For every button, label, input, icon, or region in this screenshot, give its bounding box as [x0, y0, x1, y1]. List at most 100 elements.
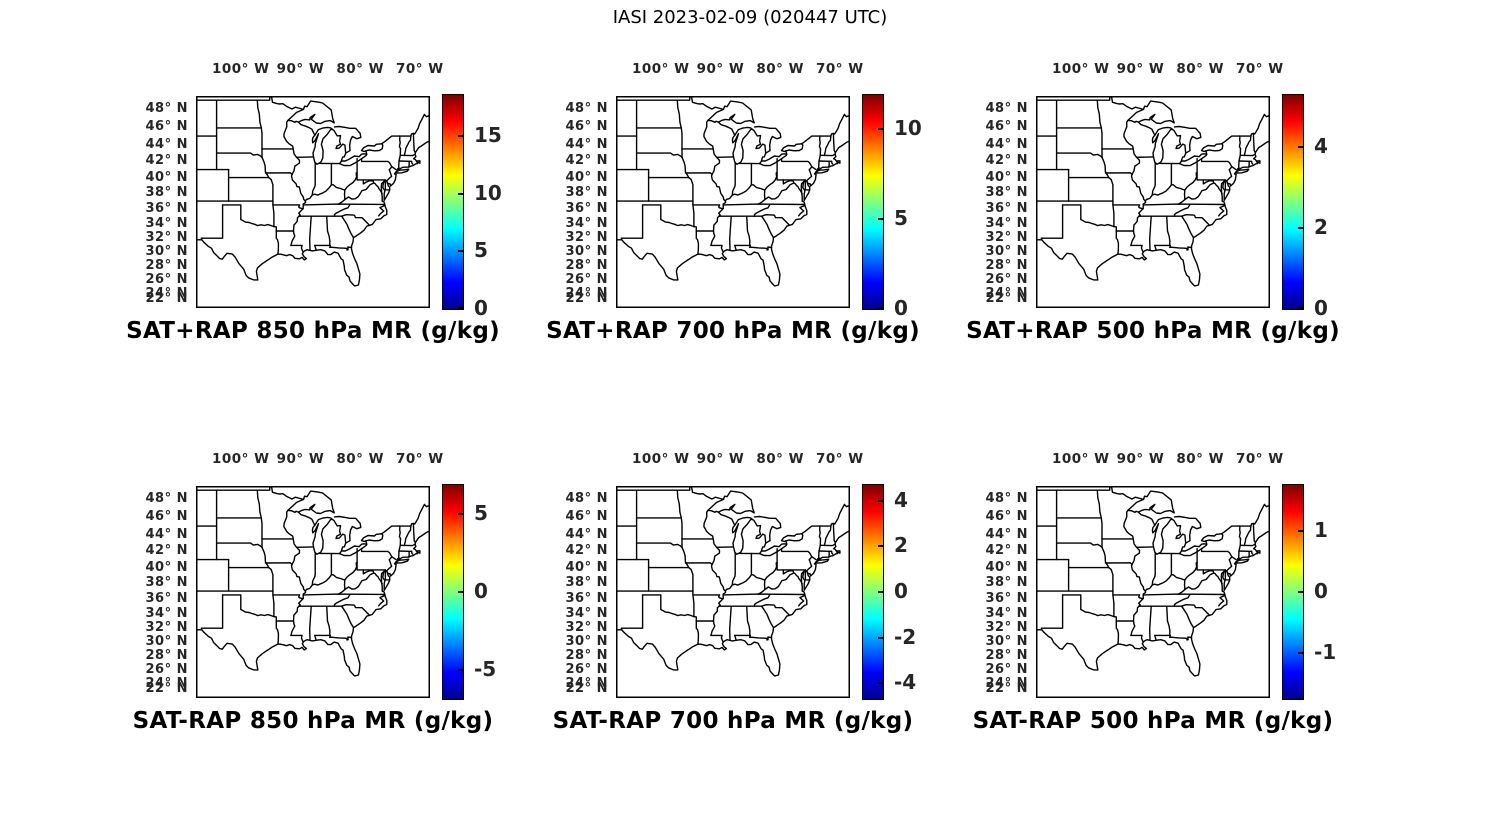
lat-tick-label: 48° N	[565, 491, 608, 507]
lat-tick-label: 38° N	[985, 185, 1028, 201]
lat-tick-label: 32° N	[565, 230, 608, 246]
lon-tick-label: 80° W	[1176, 61, 1224, 77]
colorbar-tick-mark	[878, 218, 883, 221]
lat-tick-label: 32° N	[145, 230, 188, 246]
colorbar-tick-mark	[878, 636, 883, 639]
lat-tick-label: 48° N	[565, 101, 608, 117]
lat-tick-label: 32° N	[985, 230, 1028, 246]
colorbar-tick-label: 0	[474, 579, 488, 603]
lat-tick-label: 32° N	[565, 620, 608, 636]
colorbar-tick-label: 4	[894, 487, 908, 512]
colorbar-tick-mark	[1298, 227, 1303, 230]
lat-tick-label: 42° N	[565, 153, 608, 169]
us-state-outlines	[1036, 96, 1270, 287]
us-states-map	[196, 486, 430, 698]
lat-tick-label: 34° N	[565, 605, 608, 621]
lon-tick-label: 100° W	[1052, 61, 1110, 77]
colorbar-tick-label: 0	[1314, 296, 1328, 320]
lat-tick-label: 38° N	[985, 575, 1028, 591]
colorbar-gradient	[863, 95, 883, 309]
colorbar-tick-mark	[458, 135, 463, 138]
lon-tick-label: 70° W	[816, 451, 864, 467]
lat-tick-label: 40° N	[985, 559, 1028, 575]
colorbar-tick-label: 4	[1314, 134, 1328, 159]
lon-tick-label: 80° W	[336, 451, 384, 467]
colorbar-tick-label: 10	[894, 116, 922, 141]
lat-tick-label: 44° N	[145, 526, 188, 542]
lat-tick-label: 42° N	[985, 543, 1028, 559]
us-states-map	[196, 96, 430, 308]
us-state-outlines	[196, 486, 430, 677]
lat-tick-label: 24° N	[985, 285, 1028, 301]
lat-tick-label: 30° N	[145, 244, 188, 260]
lat-tick-label: 38° N	[565, 185, 608, 201]
lon-tick-label: 80° W	[756, 61, 804, 77]
lon-tick-label: 100° W	[632, 61, 690, 77]
colorbar-tick-mark	[458, 250, 463, 253]
lat-tick-label: 22° N	[145, 681, 188, 696]
colorbar-tick-mark	[878, 591, 883, 593]
lat-tick-label: 28° N	[145, 648, 188, 664]
colorbar-tick-label: 2	[1314, 215, 1328, 240]
colorbar-tick-mark	[458, 591, 463, 593]
colorbar-tick-mark	[1298, 146, 1303, 149]
lat-tick-label: 28° N	[565, 648, 608, 664]
lon-tick-label: 70° W	[396, 451, 444, 467]
colorbar-tick-label: -2	[894, 624, 917, 649]
colorbar-tick-mark	[1298, 529, 1303, 532]
us-states-map	[616, 96, 850, 308]
colorbar	[442, 484, 464, 700]
lat-tick-label: 36° N	[145, 200, 188, 216]
lat-tick-label: 34° N	[985, 605, 1028, 621]
lon-tick-label: 90° W	[696, 61, 745, 77]
colorbar-tick-label: 5	[474, 501, 488, 526]
colorbar-gradient	[443, 95, 463, 309]
colorbar	[862, 94, 884, 310]
lat-tick-label: 40° N	[565, 559, 608, 575]
lat-tick-label: 26° N	[565, 272, 608, 288]
lat-tick-label: 34° N	[565, 215, 608, 231]
panel-title: SAT+RAP 700 hPa MR (g/kg)	[546, 318, 920, 344]
lat-tick-label: 28° N	[985, 258, 1028, 274]
lat-tick-label: 32° N	[145, 620, 188, 636]
lat-tick-label: 34° N	[985, 215, 1028, 231]
lat-tick-label: 46° N	[985, 119, 1028, 135]
lon-tick-label: 100° W	[212, 451, 270, 467]
lat-tick-label: 46° N	[985, 509, 1028, 525]
lat-tick-label: 36° N	[565, 590, 608, 606]
lat-tick-label: 24° N	[565, 285, 608, 301]
lon-tick-label: 80° W	[336, 61, 384, 77]
lat-tick-label: 22° N	[145, 291, 188, 306]
colorbar	[1282, 94, 1304, 310]
colorbar-tick-mark	[458, 513, 463, 516]
lat-tick-label: 24° N	[985, 675, 1028, 691]
colorbar-tick-mark	[878, 545, 883, 548]
colorbar	[1282, 484, 1304, 700]
colorbar-gradient	[1283, 485, 1303, 699]
colorbar-gradient	[443, 485, 463, 699]
lat-tick-label: 44° N	[985, 136, 1028, 152]
lat-tick-label: 44° N	[985, 526, 1028, 542]
lat-tick-label: 48° N	[145, 101, 188, 117]
lat-tick-label: 26° N	[565, 662, 608, 678]
panel-title: SAT-RAP 850 hPa MR (g/kg)	[132, 708, 494, 734]
lon-tick-label: 70° W	[816, 61, 864, 77]
colorbar-tick-mark	[878, 307, 883, 309]
lat-tick-label: 28° N	[145, 258, 188, 274]
colorbar-tick-label: 5	[894, 206, 908, 231]
lon-tick-label: 90° W	[1116, 61, 1165, 77]
colorbar-tick-label: 10	[474, 180, 502, 205]
lat-tick-label: 40° N	[985, 169, 1028, 185]
lon-tick-label: 100° W	[212, 61, 270, 77]
colorbar-tick-mark	[878, 128, 883, 131]
lon-tick-label: 100° W	[1052, 451, 1110, 467]
lat-tick-label: 36° N	[985, 200, 1028, 216]
lat-tick-label: 40° N	[145, 559, 188, 575]
colorbar-tick-label: 1	[1314, 517, 1328, 542]
lat-tick-label: 24° N	[565, 675, 608, 691]
lat-tick-label: 24° N	[145, 285, 188, 301]
colorbar-tick-label: 0	[894, 296, 908, 320]
lat-tick-label: 44° N	[145, 136, 188, 152]
lat-tick-label: 42° N	[985, 153, 1028, 169]
